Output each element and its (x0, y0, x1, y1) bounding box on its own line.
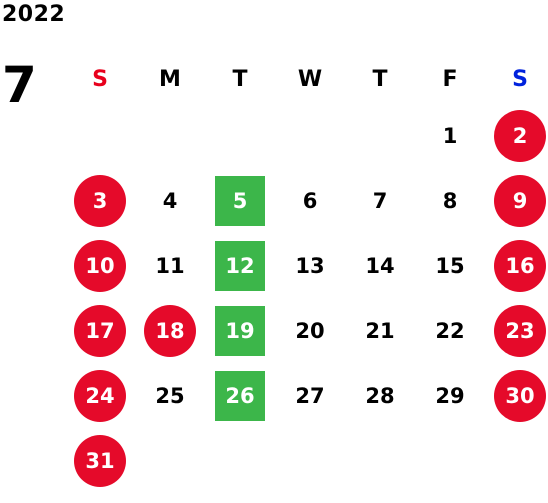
empty-cell (135, 428, 205, 493)
day-number: 21 (365, 318, 395, 343)
day-cell[interactable]: 8 (415, 168, 485, 233)
empty-cell (415, 428, 485, 493)
day-number: 13 (295, 253, 325, 278)
day-cell[interactable]: 24 (65, 363, 135, 428)
year-label: 2022 (2, 2, 66, 27)
day-cell[interactable]: 10 (65, 233, 135, 298)
holiday-marker: 23 (494, 304, 546, 357)
day-cell[interactable]: 21 (345, 298, 415, 363)
day-cell[interactable]: 6 (275, 168, 345, 233)
day-cell[interactable]: 26 (205, 363, 275, 428)
holiday-marker: 30 (494, 369, 546, 422)
day-cell[interactable]: 18 (135, 298, 205, 363)
weekday-header: T (232, 66, 248, 92)
holiday-marker: 18 (144, 304, 196, 357)
day-cell[interactable]: 3 (65, 168, 135, 233)
day-number: 16 (505, 253, 535, 278)
day-cell[interactable]: 7 (345, 168, 415, 233)
day-cell[interactable]: 5 (205, 168, 275, 233)
day-number: 23 (505, 318, 535, 343)
day-number: 26 (225, 383, 255, 408)
day-number: 19 (225, 318, 255, 343)
day-cell[interactable]: 9 (485, 168, 548, 233)
day-cell[interactable]: 4 (135, 168, 205, 233)
day-number: 27 (295, 383, 325, 408)
empty-cell (205, 428, 275, 493)
day-number: 1 (442, 123, 458, 148)
day-cell[interactable]: 31 (65, 428, 135, 493)
empty-cell (345, 103, 415, 168)
day-number: 9 (512, 188, 528, 213)
day-cell[interactable]: 12 (205, 233, 275, 298)
highlight-marker: 12 (215, 240, 265, 291)
weekday-header: W (297, 66, 323, 92)
day-number: 22 (435, 318, 465, 343)
holiday-marker: 31 (74, 434, 126, 487)
day-number: 3 (92, 188, 108, 213)
day-number: 29 (435, 383, 465, 408)
day-cell[interactable]: 1 (415, 103, 485, 168)
day-number: 8 (442, 188, 458, 213)
day-number: 18 (155, 318, 185, 343)
day-cell[interactable]: 28 (345, 363, 415, 428)
day-cell[interactable]: 19 (205, 298, 275, 363)
day-number: 6 (302, 188, 318, 213)
day-cell[interactable]: 14 (345, 233, 415, 298)
highlight-marker: 19 (215, 305, 265, 356)
day-number: 28 (365, 383, 395, 408)
weekday-header: M (159, 66, 181, 92)
day-number: 31 (85, 448, 115, 473)
day-cell[interactable]: 23 (485, 298, 548, 363)
weekday-header: T (372, 66, 388, 92)
empty-cell (275, 103, 345, 168)
day-number: 7 (372, 188, 388, 213)
holiday-marker: 24 (74, 369, 126, 422)
day-cell[interactable]: 20 (275, 298, 345, 363)
holiday-marker: 10 (74, 239, 126, 292)
day-number: 10 (85, 253, 115, 278)
empty-cell (135, 103, 205, 168)
month-number: 7 (2, 56, 37, 114)
day-cell[interactable]: 17 (65, 298, 135, 363)
day-number: 5 (232, 188, 248, 213)
day-cell[interactable]: 29 (415, 363, 485, 428)
day-number: 2 (512, 123, 528, 148)
day-number: 4 (162, 188, 178, 213)
empty-cell (345, 428, 415, 493)
holiday-marker: 2 (494, 109, 546, 162)
empty-cell (485, 428, 548, 493)
day-cell[interactable]: 15 (415, 233, 485, 298)
day-cell[interactable]: 30 (485, 363, 548, 428)
day-cell[interactable]: 27 (275, 363, 345, 428)
day-number: 25 (155, 383, 185, 408)
highlight-marker: 26 (215, 370, 265, 421)
day-number: 12 (225, 253, 255, 278)
holiday-marker: 17 (74, 304, 126, 357)
day-number: 17 (85, 318, 115, 343)
calendar-grid: S M T W T F S 1 2 3 4 5 6 7 8 9 10 11 12 13 14 15 16 17 18 19 20 21… (65, 55, 548, 493)
day-number: 30 (505, 383, 535, 408)
weekday-header: S (512, 66, 528, 92)
day-cell[interactable]: 11 (135, 233, 205, 298)
day-cell[interactable]: 2 (485, 103, 548, 168)
day-cell[interactable]: 22 (415, 298, 485, 363)
day-cell[interactable]: 25 (135, 363, 205, 428)
day-number: 14 (365, 253, 395, 278)
day-number: 20 (295, 318, 325, 343)
highlight-marker: 5 (215, 175, 265, 226)
empty-cell (205, 103, 275, 168)
empty-cell (65, 103, 135, 168)
weekday-header: F (442, 66, 458, 92)
holiday-marker: 16 (494, 239, 546, 292)
holiday-marker: 9 (494, 174, 546, 227)
day-number: 24 (85, 383, 115, 408)
day-number: 15 (435, 253, 465, 278)
day-cell[interactable]: 13 (275, 233, 345, 298)
day-cell[interactable]: 16 (485, 233, 548, 298)
day-number: 11 (155, 253, 185, 278)
holiday-marker: 3 (74, 174, 126, 227)
weekday-header: S (92, 66, 108, 92)
empty-cell (275, 428, 345, 493)
